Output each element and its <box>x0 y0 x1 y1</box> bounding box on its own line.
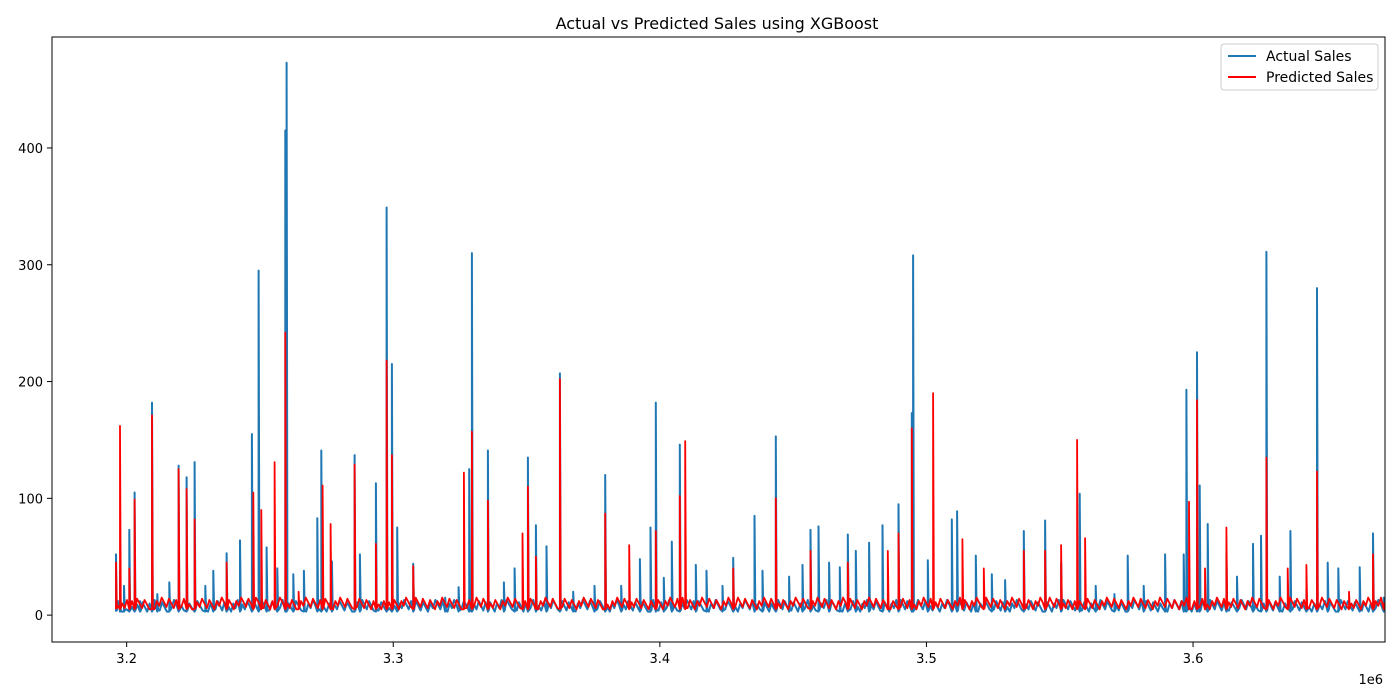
x-axis: 3.2 3.3 3.4 3.5 3.6 <box>116 642 1203 667</box>
legend-box <box>1220 43 1379 91</box>
y-tick-label: 200 <box>18 376 43 391</box>
y-tick-label: 100 <box>18 492 43 507</box>
legend: Actual Sales Predicted Sales <box>1220 43 1379 91</box>
x-tick-label: 3.4 <box>650 652 671 667</box>
chart-title: Actual vs Predicted Sales using XGBoost <box>556 14 879 33</box>
x-tick-label: 3.5 <box>916 652 937 667</box>
x-tick-label: 3.6 <box>1183 652 1204 667</box>
series-layer <box>115 61 1386 613</box>
axes-frame <box>51 36 1386 643</box>
x-offset-label: 1e6 <box>1358 673 1383 688</box>
y-tick-label: 0 <box>35 609 43 624</box>
y-axis: 0 100 200 300 400 <box>18 142 52 624</box>
x-tick-label: 3.2 <box>116 652 137 667</box>
series-line-predicted-sales <box>115 331 1386 611</box>
x-tick-label: 3.3 <box>383 652 404 667</box>
y-tick-label: 300 <box>18 259 43 274</box>
legend-label-actual: Actual Sales <box>1266 49 1352 65</box>
y-tick-label: 400 <box>18 142 43 157</box>
legend-label-predicted: Predicted Sales <box>1266 70 1373 86</box>
